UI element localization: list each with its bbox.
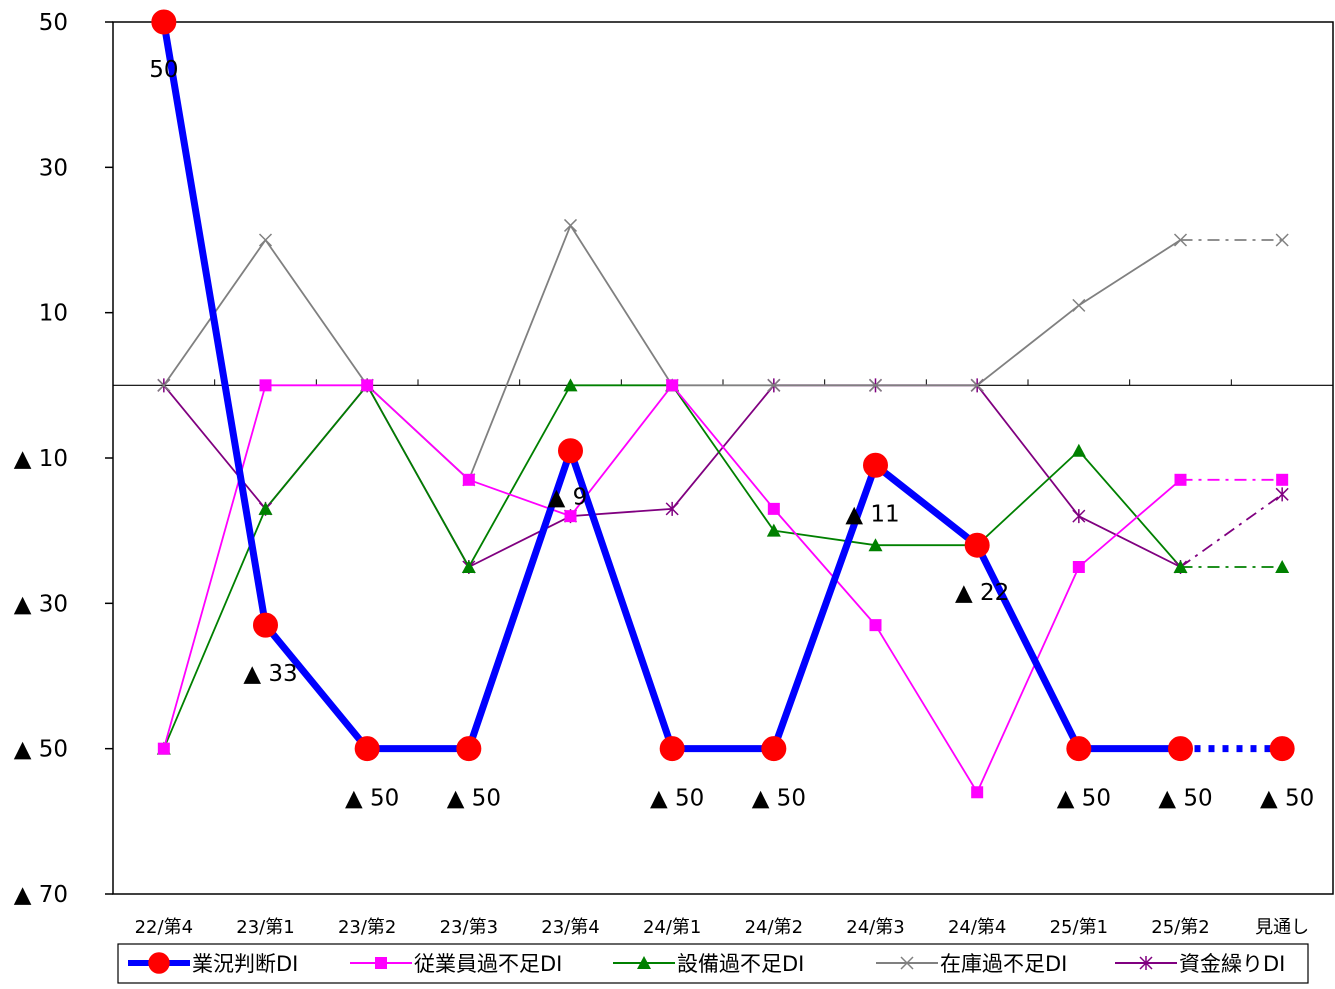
- data-point: [767, 502, 780, 515]
- data-point: [1173, 560, 1188, 573]
- data-point: [157, 378, 171, 392]
- data-point: [666, 379, 679, 392]
- legend-entry-label: 資金繰りDI: [1179, 952, 1285, 976]
- y-tick-label: ▲ 70: [14, 882, 68, 908]
- data-label: ▲ 50: [1057, 786, 1111, 812]
- legend-swatch-marker: [900, 956, 914, 970]
- data-point: [761, 736, 787, 762]
- data-label: ▲ 11: [845, 501, 899, 527]
- data-point: [869, 619, 882, 632]
- x-tick-label: 24/第3: [846, 917, 904, 938]
- data-point: [665, 501, 679, 516]
- data-point: [461, 560, 476, 573]
- data-label: ▲ 9: [548, 485, 588, 511]
- x-tick-label: 23/第4: [541, 917, 599, 938]
- legend: 業況判断DI 従業員過不足DI 設備過不足DI 在庫過不足DI 資金繰りDI: [117, 943, 1309, 984]
- data-label: ▲ 50: [1158, 786, 1212, 812]
- x-tick-label: 25/第1: [1050, 917, 1108, 938]
- y-tick-label: ▲ 50: [14, 737, 68, 763]
- data-point: [1072, 298, 1086, 312]
- data-label: ▲ 50: [447, 786, 501, 812]
- data-point: [259, 379, 272, 392]
- data-label: ▲ 50: [345, 786, 399, 812]
- data-point: [1066, 736, 1092, 762]
- data-point: [1275, 487, 1289, 502]
- data-label: ▲ 50: [752, 786, 806, 812]
- y-tick-label: 50: [39, 10, 68, 36]
- legend-swatch-marker: [637, 956, 651, 969]
- x-tick-label: 見通し: [1255, 917, 1309, 938]
- data-point: [258, 233, 273, 247]
- data-point: [558, 438, 583, 464]
- x-tick-label: 25/第2: [1151, 917, 1209, 938]
- data-point: [1072, 561, 1085, 573]
- legend-entry-label: 在庫過不足DI: [940, 952, 1067, 976]
- x-tick-label: 24/第2: [745, 917, 803, 938]
- data-point: [1174, 473, 1187, 486]
- data-point: [868, 378, 883, 392]
- data-point: [1173, 233, 1188, 247]
- data-point: [157, 742, 170, 755]
- data-point: [563, 218, 578, 232]
- data-point: [1071, 443, 1086, 457]
- data-point: [151, 9, 177, 35]
- data-point: [1275, 560, 1290, 573]
- data-point: [361, 379, 374, 392]
- data-label: 50: [149, 57, 178, 83]
- legend-swatch-marker: [1139, 956, 1153, 970]
- forecast-line: [1179, 493, 1283, 568]
- data-point: [564, 510, 577, 523]
- data-point: [462, 473, 475, 486]
- x-tick-label: 23/第2: [338, 917, 396, 938]
- data-point: [1168, 736, 1193, 762]
- data-point: [1269, 736, 1295, 762]
- legend-swatch-marker: [148, 952, 170, 974]
- data-point: [258, 501, 273, 515]
- data-point: [1072, 509, 1086, 524]
- data-point: [456, 736, 482, 762]
- y-tick-label: 30: [39, 155, 68, 181]
- y-tick-label: ▲ 10: [14, 446, 68, 472]
- x-tick-label: 23/第3: [440, 917, 498, 938]
- data-point: [868, 538, 883, 552]
- data-point: [659, 736, 685, 762]
- legend-entry-label: 設備過不足DI: [677, 952, 804, 976]
- data-point: [964, 532, 990, 558]
- data-label: ▲ 33: [243, 661, 297, 687]
- data-point: [1276, 473, 1289, 486]
- data-point: [971, 786, 984, 799]
- data-label: ▲ 22: [955, 580, 1009, 606]
- data-point: [354, 736, 380, 762]
- x-tick-label: 24/第4: [948, 917, 1006, 938]
- legend-swatch-marker: [375, 957, 387, 969]
- data-point: [1275, 233, 1289, 247]
- data-label: ▲ 50: [650, 786, 704, 812]
- y-tick-label: 10: [39, 301, 68, 327]
- x-tick-label: 23/第1: [236, 917, 294, 938]
- data-point: [766, 523, 781, 537]
- data-point: [970, 378, 984, 392]
- data-point: [863, 452, 888, 478]
- data-label: ▲ 50: [1260, 786, 1314, 812]
- legend-box: [117, 943, 1309, 984]
- x-tick-label: 24/第1: [643, 917, 701, 938]
- x-tick-label: 22/第4: [135, 917, 193, 938]
- y-tick-label: ▲ 30: [14, 591, 68, 617]
- legend-entry-label: 業況判断DI: [192, 952, 298, 976]
- data-point: [253, 612, 278, 638]
- legend-entry-label: 従業員過不足DI: [414, 952, 562, 976]
- data-point: [767, 378, 781, 392]
- data-point: [563, 378, 578, 392]
